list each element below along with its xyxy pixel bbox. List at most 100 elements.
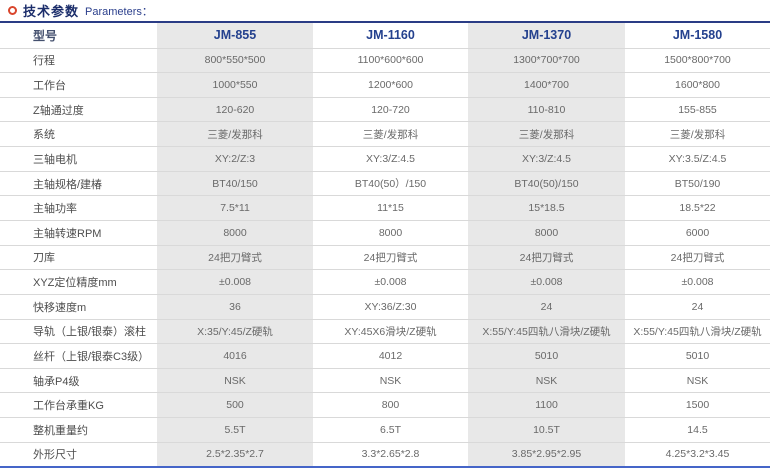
cell: 三菱/发那科 [625, 121, 770, 148]
row-label: 主轴功率 [0, 195, 157, 221]
cell: BT40(50)/150 [468, 171, 625, 197]
cell: 6000 [625, 220, 770, 246]
cell: 5010 [468, 343, 625, 369]
table-row: 三轴电机 XY:2/Z:3 XY:3/Z:4.5 XY:3/Z:4.5 XY:3.5/Z… [0, 146, 770, 172]
section-title-zh: 技术参数 [23, 4, 80, 19]
cell: 5010 [625, 343, 770, 369]
cell: 1000*550 [157, 72, 313, 98]
table-row: 主轴规格/建椿 BT40/150 BT40(50）/150 BT40(50)/150 B… [0, 171, 770, 197]
cell: 2.5*2.35*2.7 [157, 442, 313, 468]
cell: 120-720 [313, 97, 468, 123]
cell: XY:45X6滑块/Z硬轨 [313, 319, 468, 345]
row-label: 三轴电机 [0, 146, 157, 172]
table-row: 快移速度m 36 XY:36/Z:30 24 24 [0, 294, 770, 320]
cell: 3.85*2.95*2.95 [468, 442, 625, 468]
cell: 24 [468, 294, 625, 320]
column-header-jm-1580: JM-1580 [625, 22, 770, 49]
cell: XY:3.5/Z:4.5 [625, 146, 770, 172]
cell: 800 [313, 392, 468, 419]
section-title-en: Parameters： [85, 5, 153, 18]
table-row: 主轴转速RPM 8000 8000 8000 6000 [0, 220, 770, 246]
cell: 三菱/发那科 [468, 121, 625, 148]
row-label: 外形尺寸 [0, 442, 157, 468]
cell: ±0.008 [313, 269, 468, 295]
cell: X:35/Y:45/Z硬轨 [157, 319, 313, 345]
cell: 14.5 [625, 417, 770, 443]
cell: 24 [625, 294, 770, 320]
table-row: 轴承P4级 NSK NSK NSK NSK [0, 368, 770, 394]
row-label: 主轴转速RPM [0, 220, 157, 246]
cell: 1600*800 [625, 72, 770, 98]
table-row: 丝杆（上银/银泰C3级） 4016 4012 5010 5010 [0, 343, 770, 369]
cell: 1500*800*700 [625, 48, 770, 74]
cell: XY:2/Z:3 [157, 146, 313, 172]
table-row: 系统 三菱/发那科 三菱/发那科 三菱/发那科 三菱/发那科 [0, 121, 770, 148]
table-row: 主轴功率 7.5*11 11*15 15*18.5 18.5*22 [0, 195, 770, 221]
row-label: 工作台 [0, 72, 157, 98]
cell: 24把刀臂式 [157, 245, 313, 271]
cell: 5.5T [157, 417, 313, 443]
cell: 1400*700 [468, 72, 625, 98]
header-row: 型号 JM-855 JM-1160 JM-1370 JM-1580 [0, 22, 770, 49]
cell: 120-620 [157, 97, 313, 123]
cell: 7.5*11 [157, 195, 313, 221]
cell: 24把刀臂式 [468, 245, 625, 271]
cell: 11*15 [313, 195, 468, 221]
table-row: 工作台 1000*550 1200*600 1400*700 1600*800 [0, 72, 770, 98]
cell: XY:3/Z:4.5 [313, 146, 468, 172]
cell: ±0.008 [625, 269, 770, 295]
cell: 10.5T [468, 417, 625, 443]
cell: 4016 [157, 343, 313, 369]
cell: 8000 [313, 220, 468, 246]
row-label: 导轨（上银/银泰）滚柱 [0, 319, 157, 345]
cell: 三菱/发那科 [313, 121, 468, 148]
cell: BT40(50）/150 [313, 171, 468, 197]
cell: 3.3*2.65*2.8 [313, 442, 468, 468]
cell: BT40/150 [157, 171, 313, 197]
cell: 1300*700*700 [468, 48, 625, 74]
table-row: 外形尺寸 2.5*2.35*2.7 3.3*2.65*2.8 3.85*2.95*2.… [0, 442, 770, 468]
cell: 36 [157, 294, 313, 320]
cell: 8000 [468, 220, 625, 246]
table-row: 刀库 24把刀臂式 24把刀臂式 24把刀臂式 24把刀臂式 [0, 245, 770, 271]
section-title: 技术参数 Parameters： [0, 0, 770, 21]
cell: 110-810 [468, 97, 625, 123]
column-header-jm-1160: JM-1160 [313, 22, 468, 49]
cell: 500 [157, 392, 313, 419]
cell: 8000 [157, 220, 313, 246]
cell: NSK [313, 368, 468, 394]
row-label: 轴承P4级 [0, 368, 157, 394]
cell: NSK [625, 368, 770, 394]
cell: 24把刀臂式 [625, 245, 770, 271]
row-label: 主轴规格/建椿 [0, 171, 157, 197]
cell: ±0.008 [468, 269, 625, 295]
table-row: XYZ定位精度mm ±0.008 ±0.008 ±0.008 ±0.008 [0, 269, 770, 295]
cell: ±0.008 [157, 269, 313, 295]
cell: 6.5T [313, 417, 468, 443]
cell: X:55/Y:45四轨八滑块/Z硬轨 [468, 319, 625, 345]
row-label: Z轴通过度 [0, 97, 157, 123]
row-label: 快移速度m [0, 294, 157, 320]
cell: 1500 [625, 392, 770, 419]
cell: X:55/Y:45四轨八滑块/Z硬轨 [625, 319, 770, 345]
column-header-model: 型号 [0, 22, 157, 49]
ring-icon [8, 6, 17, 15]
row-label: 行程 [0, 48, 157, 74]
column-header-jm-855: JM-855 [157, 22, 313, 49]
parameters-table: 型号 JM-855 JM-1160 JM-1370 JM-1580 行程 800*… [0, 21, 770, 468]
cell: 三菱/发那科 [157, 121, 313, 148]
row-label: 系统 [0, 121, 157, 148]
table-row: 行程 800*550*500 1100*600*600 1300*700*700 150… [0, 48, 770, 74]
cell: BT50/190 [625, 171, 770, 197]
row-label: XYZ定位精度mm [0, 269, 157, 295]
cell: 1100 [468, 392, 625, 419]
cell: 4012 [313, 343, 468, 369]
cell: 4.25*3.2*3.45 [625, 442, 770, 468]
table-row: 整机重量约 5.5T 6.5T 10.5T 14.5 [0, 417, 770, 443]
cell: 24把刀臂式 [313, 245, 468, 271]
row-label: 整机重量约 [0, 417, 157, 443]
table-row: 工作台承重KG 500 800 1100 1500 [0, 392, 770, 419]
cell: XY:36/Z:30 [313, 294, 468, 320]
table-row: Z轴通过度 120-620 120-720 110-810 155-855 [0, 97, 770, 123]
